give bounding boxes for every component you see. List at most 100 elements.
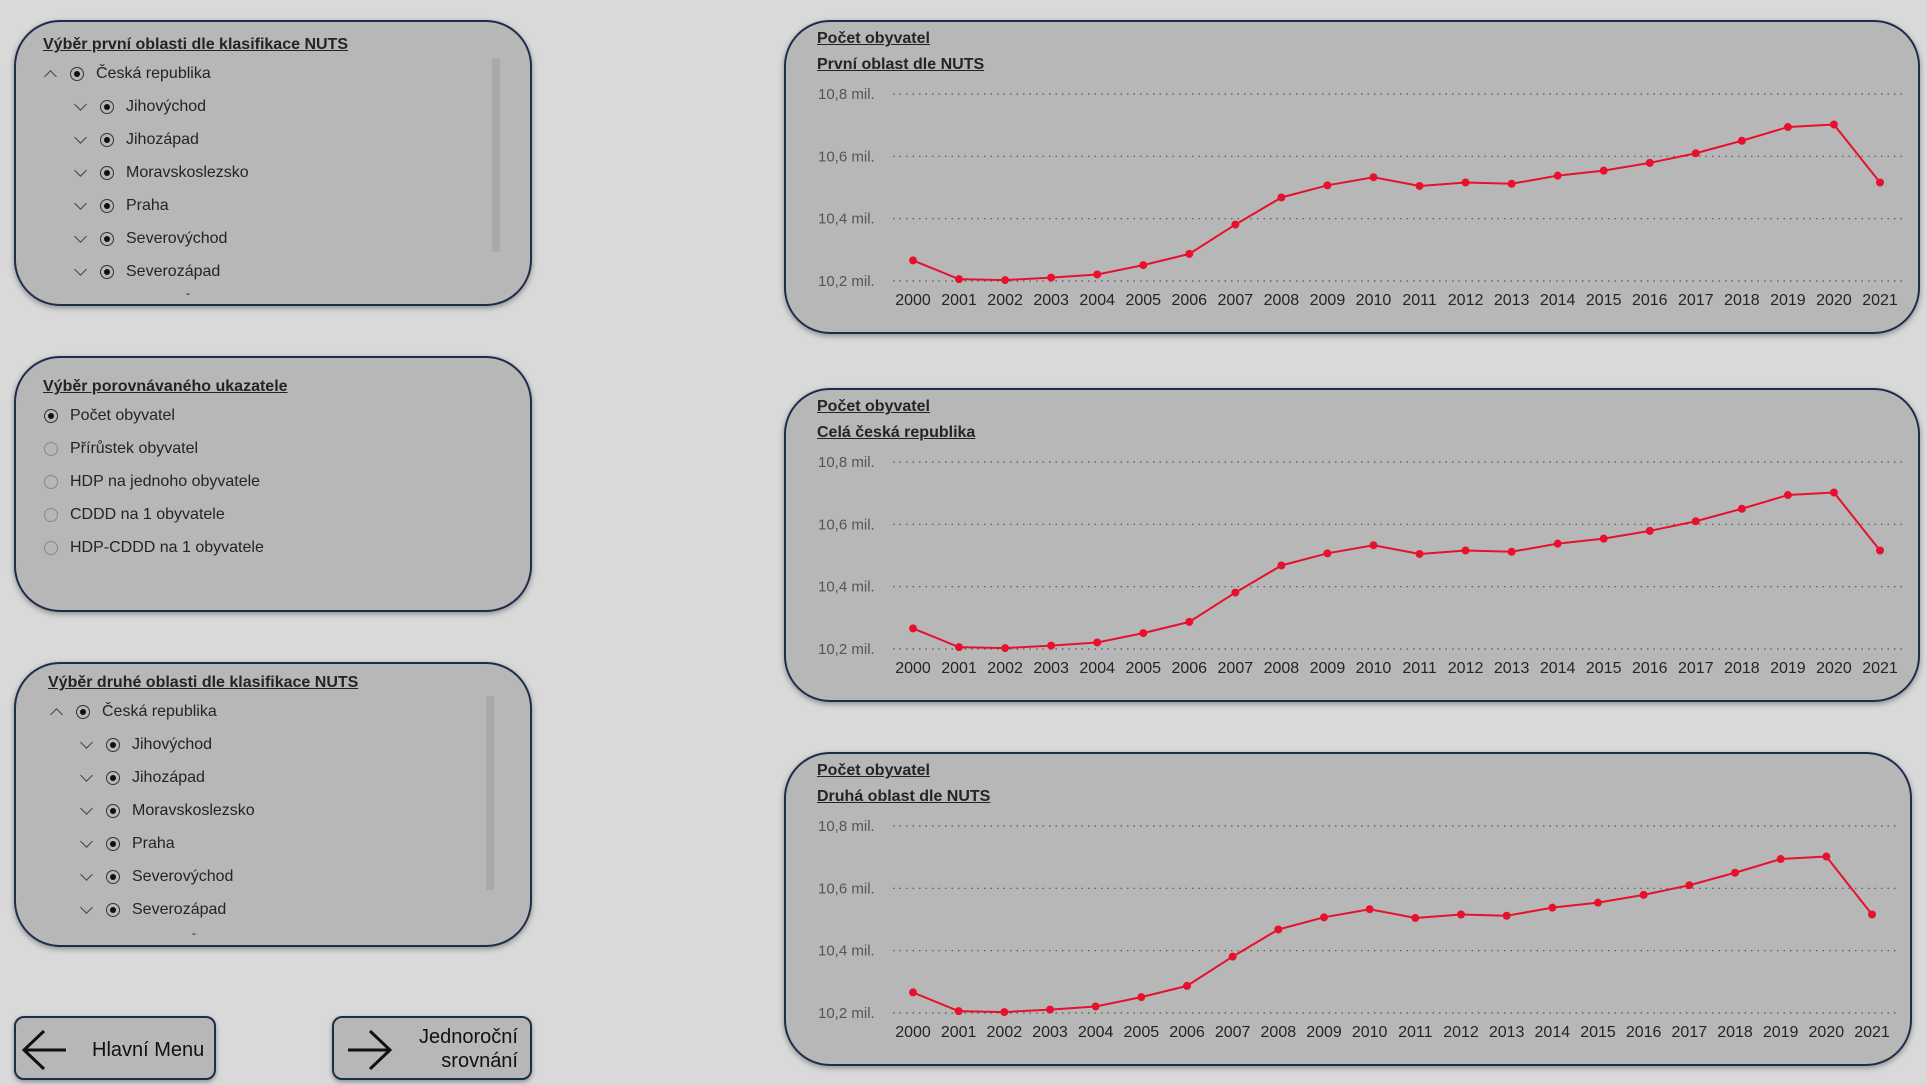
data-point	[1876, 546, 1884, 555]
tree-item-label: Severovýchod	[132, 868, 234, 885]
data-point	[955, 643, 964, 652]
x-tick-label: 2012	[1448, 660, 1484, 677]
x-tick-label: 2015	[1586, 292, 1622, 309]
unselected-radio-icon[interactable]	[44, 541, 58, 555]
indicator-option[interactable]: HDP na jednoho obyvatele	[44, 470, 260, 494]
data-point	[1274, 925, 1283, 934]
data-point	[1507, 179, 1516, 188]
tree-item-label: Moravskoslezsko	[126, 164, 249, 181]
chevron-down-icon[interactable]	[70, 194, 92, 218]
selected-radio-icon[interactable]	[100, 166, 114, 180]
tree-item-second[interactable]: Severovýchod	[76, 865, 233, 889]
indicator-option-label: HDP-CDDD na 1 obyvatele	[70, 539, 264, 556]
unselected-radio-icon[interactable]	[44, 475, 58, 489]
indicator-option[interactable]: Přírůstek obyvatel	[44, 437, 198, 461]
data-point	[1183, 981, 1191, 990]
selected-radio-icon[interactable]	[100, 232, 114, 246]
one-year-comparison-button[interactable]: Jednoroční srovnání	[332, 1016, 532, 1080]
x-tick-label: 2003	[1032, 1024, 1068, 1041]
tree-item-first[interactable]: Praha	[70, 194, 169, 218]
y-tick-label: 10,6 mil.	[818, 880, 875, 897]
tree-item-second[interactable]: Severozápad	[76, 898, 226, 922]
tree-item-second[interactable]: Jihovýchod	[76, 733, 212, 757]
selected-radio-icon[interactable]	[106, 771, 120, 785]
chevron-down-icon[interactable]	[76, 799, 98, 823]
data-point	[1139, 629, 1148, 638]
data-point	[1046, 1005, 1054, 1014]
selected-radio-icon[interactable]	[100, 265, 114, 279]
chevron-down-icon[interactable]	[76, 733, 98, 757]
chevron-down-icon[interactable]	[76, 865, 98, 889]
selected-radio-icon[interactable]	[100, 100, 114, 114]
tree-item-first[interactable]: Jihozápad	[70, 128, 199, 152]
tree-item-first[interactable]: Moravskoslezsko	[70, 161, 249, 185]
data-point	[1411, 913, 1420, 922]
indicator-slicer: Výběr porovnávaného ukazatele Počet obyv…	[14, 356, 532, 612]
chevron-down-icon[interactable]	[70, 227, 92, 251]
selected-radio-icon[interactable]	[44, 409, 58, 423]
data-point	[1599, 534, 1608, 543]
selected-radio-icon[interactable]	[100, 133, 114, 147]
selected-radio-icon[interactable]	[106, 837, 120, 851]
x-tick-label: 2015	[1580, 1024, 1616, 1041]
series-line	[912, 491, 1881, 650]
indicator-option-label: CDDD na 1 obyvatele	[70, 506, 225, 523]
selected-radio-icon[interactable]	[106, 903, 120, 917]
chart-subtitle: Celá česká republika	[817, 424, 976, 441]
chevron-down-icon[interactable]	[76, 766, 98, 790]
chevron-up-icon[interactable]	[40, 62, 62, 86]
x-tick-label: 2006	[1171, 292, 1207, 309]
unselected-radio-icon[interactable]	[44, 442, 58, 456]
tree-item-first[interactable]: Severozápad	[70, 260, 220, 284]
main-menu-button[interactable]: Hlavní Menu	[14, 1016, 216, 1080]
data-point	[1185, 617, 1194, 626]
x-tick-label: 2001	[941, 660, 977, 677]
y-tick-label: 10,8 mil.	[818, 86, 875, 103]
scroll-down-caret-icon[interactable]: ˇ	[186, 291, 190, 305]
x-tick-label: 2006	[1171, 660, 1207, 677]
selected-radio-icon[interactable]	[76, 705, 90, 719]
selected-radio-icon[interactable]	[106, 804, 120, 818]
chevron-up-icon[interactable]	[46, 700, 68, 724]
data-point	[1001, 276, 1010, 285]
x-tick-label: 2021	[1862, 292, 1898, 309]
x-tick-label: 2002	[987, 292, 1023, 309]
selected-radio-icon[interactable]	[106, 870, 120, 884]
arrow-left-icon	[21, 1029, 66, 1071]
y-tick-label: 10,4 mil.	[818, 579, 875, 596]
x-tick-label: 2004	[1079, 292, 1115, 309]
tree-root-second[interactable]: Česká republika	[46, 700, 217, 724]
indicator-option[interactable]: CDDD na 1 obyvatele	[44, 503, 225, 527]
tree-item-second[interactable]: Praha	[76, 832, 175, 856]
chevron-down-icon[interactable]	[76, 898, 98, 922]
x-tick-label: 2001	[941, 292, 977, 309]
chevron-down-icon[interactable]	[70, 161, 92, 185]
data-point	[1691, 517, 1700, 526]
unselected-radio-icon[interactable]	[44, 508, 58, 522]
indicator-option[interactable]: HDP-CDDD na 1 obyvatele	[44, 536, 264, 560]
chevron-down-icon[interactable]	[70, 128, 92, 152]
tree-item-first[interactable]: Severovýchod	[70, 227, 227, 251]
chevron-down-icon[interactable]	[70, 260, 92, 284]
x-tick-label: 2000	[895, 660, 931, 677]
x-tick-label: 2013	[1494, 292, 1530, 309]
tree-item-second[interactable]: Jihozápad	[76, 766, 205, 790]
x-tick-label: 2020	[1816, 660, 1852, 677]
indicator-option[interactable]: Počet obyvatel	[44, 404, 175, 428]
tree-item-first[interactable]: Jihovýchod	[70, 95, 206, 119]
slicer-scrollbar[interactable]	[486, 696, 494, 890]
data-point	[1277, 561, 1286, 570]
chevron-down-icon[interactable]	[76, 832, 98, 856]
selected-radio-icon[interactable]	[70, 67, 84, 81]
data-point	[1277, 193, 1286, 202]
data-point	[1691, 149, 1700, 158]
slicer-scrollbar[interactable]	[492, 58, 500, 252]
scroll-down-caret-icon[interactable]: ˇ	[192, 931, 196, 945]
selected-radio-icon[interactable]	[106, 738, 120, 752]
selected-radio-icon[interactable]	[100, 199, 114, 213]
chevron-down-icon[interactable]	[70, 95, 92, 119]
x-tick-label: 2008	[1264, 292, 1300, 309]
tree-item-second[interactable]: Moravskoslezsko	[76, 799, 255, 823]
first-area-title: Výběr první oblasti dle klasifikace NUTS	[43, 36, 348, 53]
tree-root-first[interactable]: Česká republika	[40, 62, 211, 86]
